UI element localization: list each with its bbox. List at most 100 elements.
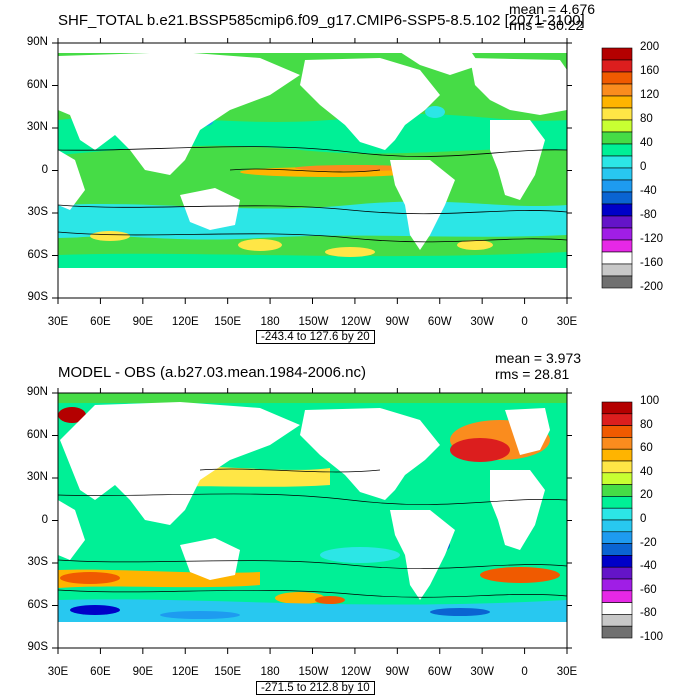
panel1-colorbar-segment [601,83,633,97]
panel2-colorbar-segment [601,425,633,438]
panel2-colorbar-segment [601,566,633,580]
panel1-colorbar-label: 80 [640,113,653,125]
panel2-x-tick-label: 30E [556,666,578,678]
panel2-colorbar-label: 80 [640,418,653,431]
panel2-y-tick-label: 30S [27,556,48,568]
panel2-colorbar-segment [601,602,633,615]
panel2-contour-range: -271.5 to 212.8 by 10 [256,681,375,695]
panel1-x-tick-label: 150E [214,316,242,328]
panel1-y-tick-label: 60S [27,248,48,261]
panel2-colorbar-label: 100 [640,395,660,407]
panel1-colorbar-label: -120 [640,233,664,245]
panel1-x-tick-label: 90E [132,316,154,328]
panel1-colorbar-label: 120 [640,89,660,101]
panel1-x-tick-label: 150W [298,316,329,328]
panel2-y-tick-label: 90N [26,386,48,398]
panel2-x-tick-label: 30E [47,666,69,678]
panel1-map [58,43,567,298]
panel2-colorbar-segment [601,590,633,603]
panel1-colorbar-segment [601,191,633,205]
panel2-colorbar-segment [601,507,633,521]
panel1-colorbar-segment [601,95,633,109]
panel2-x-tick-label: 0 [521,666,528,678]
panel2-colorbar-label: -40 [640,560,657,573]
panel1-x-tick-label: 60W [427,316,452,328]
panel1-y-tick-label: 60N [26,78,48,91]
panel1-x-tick-label: 90W [385,316,410,328]
panel2-x-tick-label: 150E [214,666,242,678]
panel1-colorbar-label: -160 [640,257,664,269]
panel1-y-tick-label: 90N [26,36,48,48]
panel2-colorbar-label: 40 [640,465,653,478]
panel1-y-tick-label: 30S [27,206,48,218]
panel1-colorbar-label: 200 [640,41,660,53]
panel1-colorbar-segment [601,131,633,145]
panel2-y-tick-label: 30N [26,471,48,483]
panel1-colorbar-segment [601,203,633,217]
panel2-x-tick-label: 30W [470,666,494,678]
panel2-colorbar-label: -80 [640,607,657,620]
panel2-x-tick-label: 150W [298,666,329,678]
panel2-mean: mean = 3.973 [495,350,582,366]
panel1-colorbar-segment [601,107,633,121]
panel1-title: SHF_TOTAL b.e21.BSSP585cmip6.f09_g17.CMI… [58,12,585,29]
panel1-land [58,50,567,250]
panel2-colorbar-label: 60 [640,442,653,455]
panel2-colorbar-segment [601,496,633,509]
panel1-colorbar-segment [601,215,633,229]
panel1-colorbar-segment [601,167,633,181]
panel2-y-tick-label: 0 [41,513,48,526]
panel2-colorbar-segment [601,484,633,497]
panel2-colorbar-segment [601,460,633,474]
panel2-x-tick-label: 60W [427,666,452,678]
panel1-colorbar-label: -200 [640,281,664,293]
panel2-colorbar-label: -100 [640,631,664,643]
panel1-colorbar-segment [601,227,633,241]
panel2-colorbar-label: -20 [640,536,657,549]
panel1-colorbar-label: 40 [640,137,653,149]
panel2-y-tick-label: 60S [27,598,48,611]
panel1-y-tick-label: 90S [27,291,48,303]
panel1-colorbar-segment [601,119,633,133]
panel1-x-tick-label: 30W [470,316,494,328]
panel2-x-tick-label: 180 [260,666,280,678]
panel2-x-tick-label: 60E [90,666,111,678]
panel1-colorbar-segment [601,179,633,193]
panel2-x-tick-label: 120W [340,666,371,678]
panel2-x-tick-label: 90E [132,666,154,678]
panel1-colorbar-segment [601,155,633,169]
panel2-colorbar-segment [601,472,633,485]
panel1-contours [58,146,567,243]
panel1-y-tick-label: 0 [41,163,48,176]
panel2-y-tick-label: 90S [27,641,48,653]
panel1-colorbar-segment [601,239,633,253]
panel2-colorbar-segment [601,413,633,426]
panel1-x-tick-label: 60E [90,316,111,328]
panel2-x-tick-label: 120E [171,666,199,678]
panel2-colorbar-segment [601,614,633,627]
panel2-colorbar-label: 0 [640,513,647,525]
panel2-colorbar-segment [601,578,633,592]
panel2-y-tick-label: 60N [26,428,48,441]
panel2-map [58,393,567,648]
panel1-colorbar-segment [601,71,633,85]
panel2-contours [58,468,567,598]
panel1-colorbar-segment [601,143,633,157]
panel2-colorbar-label: 20 [640,489,653,502]
panel1-mean: mean = 4.676 [509,1,596,17]
panel2-colorbar-segment [601,543,633,556]
panel2-colorbar-segment [601,519,633,533]
panel2-colorbar-segment [601,625,633,639]
panel1-colorbar-segment [601,59,633,73]
panel2-title: MODEL - OBS (a.b27.03.mean.1984-2006.nc) [58,364,366,381]
panel1-rms: rms = 30.22 [509,17,584,33]
panel1-x-tick-label: 120E [171,316,199,328]
panel1-colorbar-segment [601,275,633,289]
panel2-x-tick-label: 90W [385,666,410,678]
panel1-contour-range: -243.4 to 127.6 by 20 [256,330,375,344]
panel2-colorbar-segment [601,555,633,568]
panel2-colorbar-segment [601,437,633,450]
panel1-x-tick-label: 0 [521,316,528,328]
panel1-colorbar-segment [601,47,633,61]
